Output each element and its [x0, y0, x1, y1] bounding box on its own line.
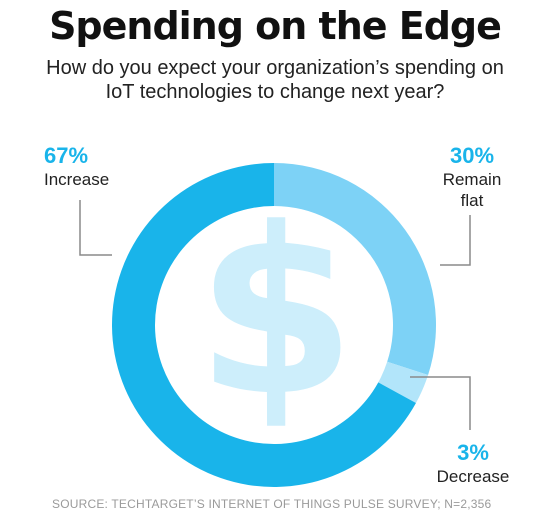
leader-increase: [79, 200, 112, 256]
decrease-percent: 3%: [457, 440, 489, 465]
source-note: SOURCE: TECHTARGET’S INTERNET OF THINGS …: [52, 497, 492, 511]
increase-label: Increase: [44, 170, 110, 189]
leader-flat: [440, 215, 471, 266]
annotation-flat: 30% Remain flat: [432, 143, 512, 211]
leader-decrease: [410, 376, 471, 430]
flat-percent: 30%: [449, 143, 495, 168]
flat-label: Remain flat: [442, 170, 502, 210]
increase-percent: 67%: [44, 143, 89, 168]
annotation-decrease: 3% Decrease: [428, 440, 518, 487]
chart-title: Spending on the Edge: [49, 4, 502, 48]
dollar-sign-icon: $: [196, 180, 356, 447]
chart-subtitle: How do you expect your organization’s sp…: [46, 57, 504, 103]
slice-flat: [274, 163, 436, 376]
decrease-label: Decrease: [436, 467, 510, 486]
annotation-increase: 67% Increase: [44, 143, 109, 190]
slice-decrease: [378, 361, 429, 404]
